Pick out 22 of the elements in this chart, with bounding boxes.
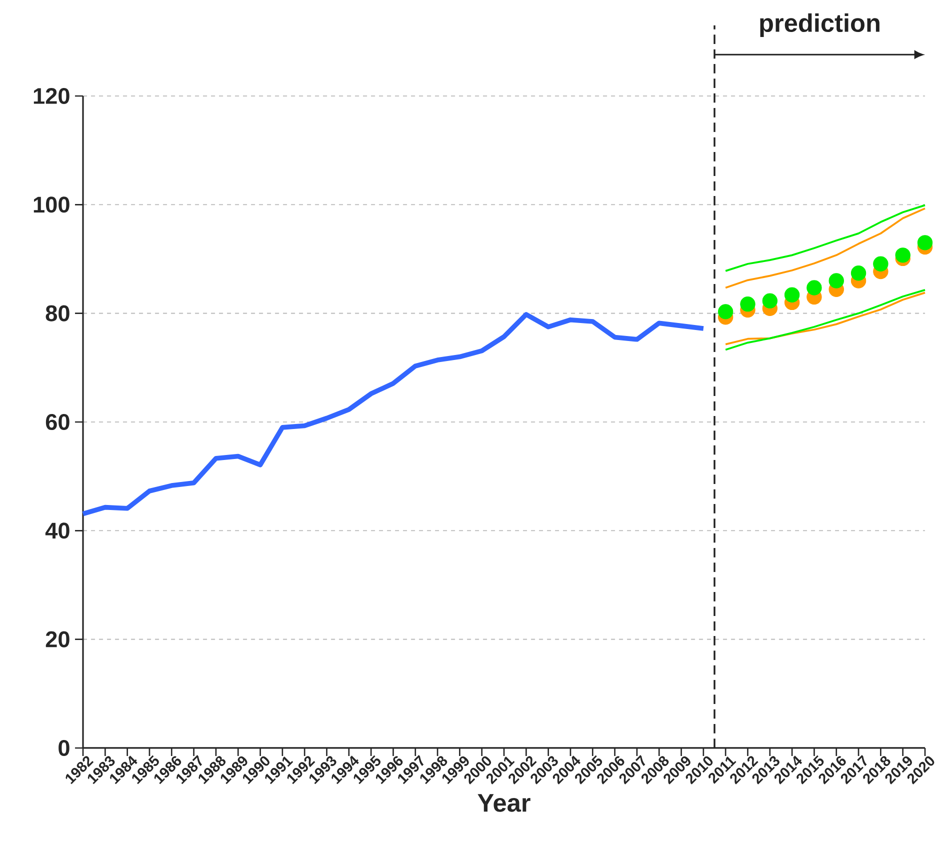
- y-tick-label: 120: [34, 88, 70, 104]
- line-series: [80, 312, 706, 516]
- point: [850, 266, 866, 281]
- point: [828, 273, 844, 288]
- line-series: [724, 204, 926, 272]
- ref-line-label: prediction: [760, 13, 880, 38]
- point: [895, 248, 910, 263]
- point: [806, 280, 822, 296]
- point: [762, 293, 778, 308]
- y-tick-label: 100: [34, 196, 70, 213]
- y-tick-label: 80: [46, 305, 70, 322]
- y-tick-label: 20: [46, 631, 70, 648]
- point: [917, 235, 933, 250]
- y-tick-label: 60: [46, 414, 70, 430]
- point: [784, 287, 800, 302]
- point: [718, 304, 734, 320]
- point: [740, 296, 756, 312]
- x-axis-title: Year: [478, 794, 530, 812]
- y-tick-label: 40: [45, 522, 70, 539]
- line-series: [724, 208, 926, 289]
- point: [873, 256, 888, 272]
- y-tick-label: 0: [58, 740, 70, 756]
